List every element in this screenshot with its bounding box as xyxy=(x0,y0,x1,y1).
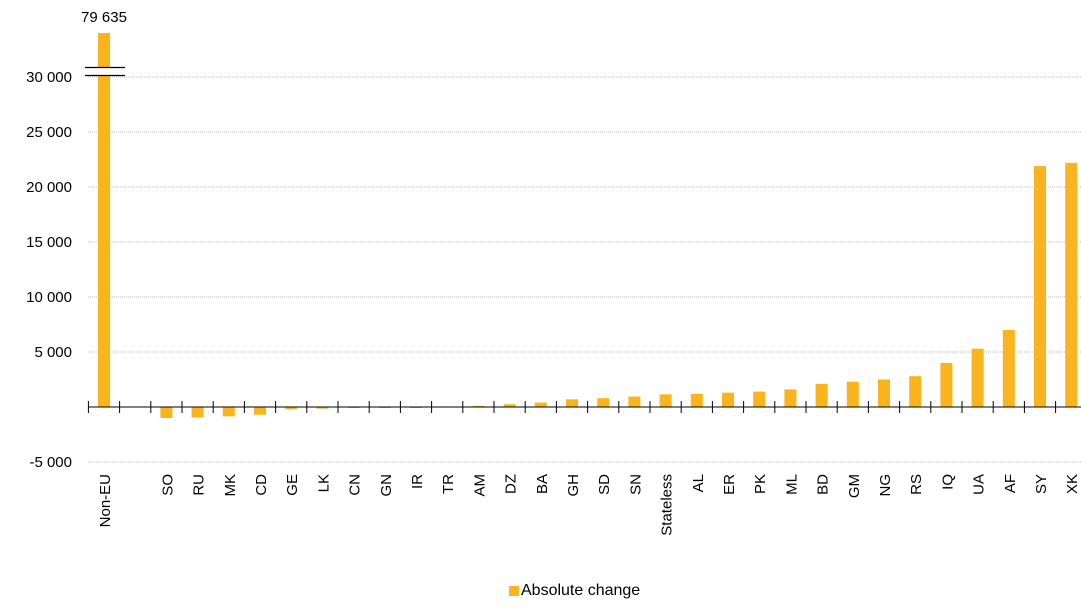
bar-pk xyxy=(753,391,766,407)
x-tick-label: TR xyxy=(440,474,457,494)
bar-am xyxy=(472,405,485,407)
x-tick-label: ML xyxy=(783,474,800,495)
legend-label: Absolute change xyxy=(521,582,641,599)
legend: Absolute change xyxy=(509,582,640,600)
y-tick-label: 25 000 xyxy=(26,124,72,141)
x-tick-label: SN xyxy=(627,474,644,495)
gridlines xyxy=(88,76,1081,463)
bar-non-eu xyxy=(98,33,110,407)
x-tick-label: LK xyxy=(315,474,332,492)
x-axis xyxy=(87,401,1081,413)
y-tick-label: 10 000 xyxy=(26,289,72,306)
axis-break-gap xyxy=(85,67,125,76)
bar-ba xyxy=(534,402,547,407)
x-tick-label: ER xyxy=(721,474,738,495)
y-tick-label: -5 000 xyxy=(29,454,72,471)
x-tick-label: GE xyxy=(284,474,301,496)
bar-gh xyxy=(566,399,578,407)
bar-dz xyxy=(503,404,516,407)
bar-sy xyxy=(1034,166,1046,407)
bar-data-label: 79 635 xyxy=(81,9,127,26)
bar-ru xyxy=(191,407,204,418)
x-tick-label: IR xyxy=(409,474,426,489)
bar-ua xyxy=(971,348,984,407)
bar-iq xyxy=(940,363,953,407)
bar-gm xyxy=(846,381,859,407)
bar-ge xyxy=(285,407,298,410)
x-tick-label: SD xyxy=(596,474,613,495)
annotations: 79 635 xyxy=(81,9,127,77)
bar-ng xyxy=(878,379,890,407)
x-tick-label: RS xyxy=(908,474,925,495)
bar-sd xyxy=(597,398,610,407)
bar-al xyxy=(690,393,703,407)
y-tick-label: 20 000 xyxy=(26,179,72,196)
bar-xk xyxy=(1065,162,1078,407)
bar-mk xyxy=(222,407,235,417)
x-tick-label: NG xyxy=(877,474,894,497)
bar-so xyxy=(160,407,173,418)
y-axis-ticks: -5 000 5 000 10 000 15 000 20 000 25 000 30 00… xyxy=(26,69,72,471)
bar-ml xyxy=(784,389,797,407)
bar-sn xyxy=(628,396,641,407)
x-tick-label: BA xyxy=(534,474,551,494)
x-tick-label: AL xyxy=(690,474,707,492)
x-tick-label: GM xyxy=(846,474,863,498)
x-tick-label: MK xyxy=(222,474,239,497)
x-tick-label: PK xyxy=(752,474,769,494)
x-tick-label: SY xyxy=(1033,474,1050,494)
x-tick-label: CD xyxy=(253,474,270,496)
y-tick-label: 5 000 xyxy=(34,344,72,361)
x-tick-label: XK xyxy=(1064,474,1081,494)
y-tick-label: 30 000 xyxy=(26,69,72,86)
x-tick-label: AF xyxy=(1002,474,1019,493)
x-tick-label: CN xyxy=(347,474,364,496)
bar-er xyxy=(722,392,734,407)
x-tick-label: GH xyxy=(565,474,582,497)
bar-bd xyxy=(815,383,828,407)
x-tick-label: Stateless xyxy=(659,474,676,536)
y-tick-label: 15 000 xyxy=(26,234,72,251)
bar-cd xyxy=(254,407,266,415)
bar-lk xyxy=(316,407,329,409)
x-tick-label: Non-EU xyxy=(97,474,114,527)
bar-stateless xyxy=(659,394,672,407)
x-tick-label: DZ xyxy=(503,474,520,494)
bar-rs xyxy=(909,376,922,407)
bars xyxy=(98,33,1078,418)
x-tick-label: GN xyxy=(378,474,395,497)
x-tick-label: RU xyxy=(191,474,208,496)
bar-af xyxy=(1002,330,1015,407)
x-tick-label: BD xyxy=(815,474,832,495)
x-tick-label: SO xyxy=(159,474,176,496)
x-axis-labels: Non-EU SO RU MK CD GE LK CN GN IR TR AM DZ BA GH SD SN St… xyxy=(97,474,1081,536)
x-tick-label: AM xyxy=(471,474,488,497)
x-tick-label: UA xyxy=(971,474,988,495)
x-tick-label: IQ xyxy=(939,474,956,490)
legend-swatch xyxy=(509,586,519,596)
